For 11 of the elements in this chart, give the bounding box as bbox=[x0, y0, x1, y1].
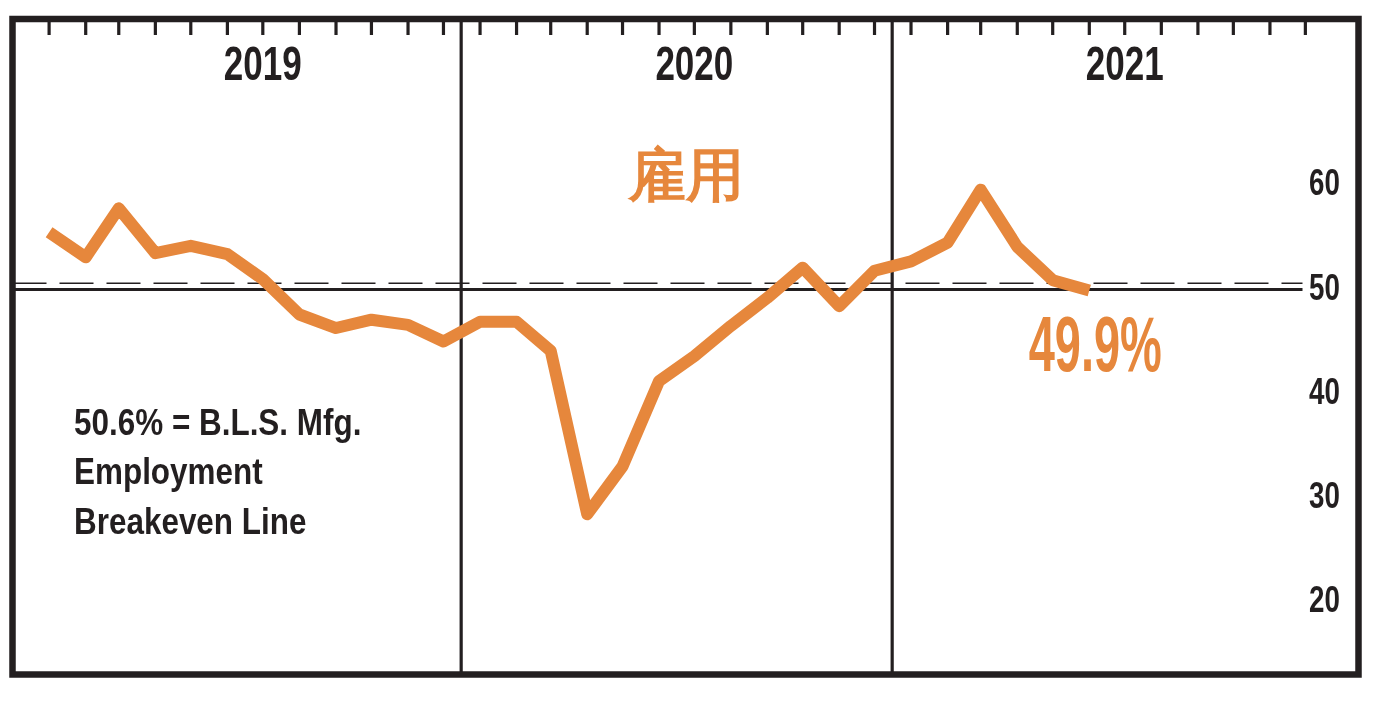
yticks[1]: 30 bbox=[1309, 473, 1340, 516]
yticks[3]: 50 bbox=[1309, 265, 1340, 308]
xticks[36].label: 2019 bbox=[223, 36, 302, 91]
annotations[0]: 50.6% = B.L.S. Mfg. Employment Breakeven Line bbox=[74, 401, 362, 542]
yticks[0]: 20 bbox=[1309, 577, 1340, 620]
yticks[2]: 40 bbox=[1309, 369, 1340, 412]
yticks[4]: 60 bbox=[1309, 161, 1340, 204]
xticks[38].label: 2021 bbox=[1085, 36, 1164, 91]
annotations[1]: 49.9% bbox=[1028, 300, 1162, 388]
title: 雇用 bbox=[627, 141, 744, 209]
xticks[37].label: 2020 bbox=[655, 36, 734, 91]
